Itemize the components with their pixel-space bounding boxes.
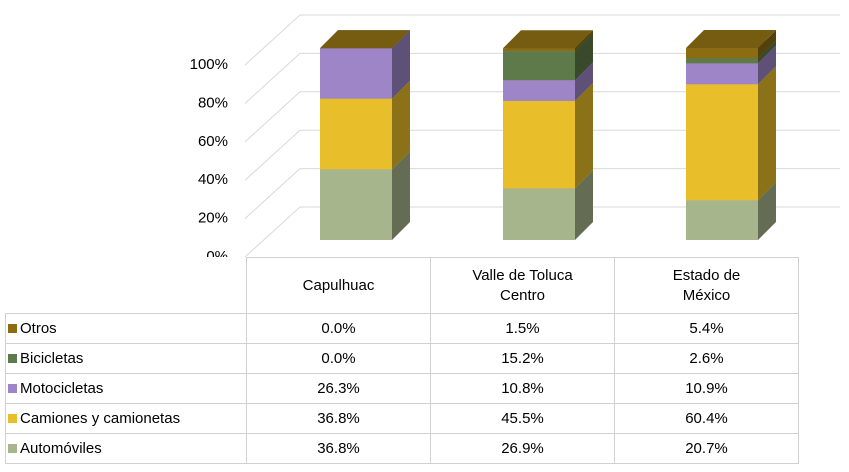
legend-cell: Otros <box>5 313 247 344</box>
bar-segment <box>686 63 758 85</box>
category-label: Valle de Toluca Centro <box>472 266 573 304</box>
bar-segment <box>686 58 758 64</box>
value-label: 60.4% <box>614 403 799 434</box>
bar-segment <box>503 100 575 189</box>
blank-cell <box>6 258 247 314</box>
value-label: 1.5% <box>430 313 615 344</box>
legend-cell: Automóviles <box>5 433 247 464</box>
grid-line <box>244 129 840 181</box>
series-row: Camiones y camionetas 36.8% 45.5% 60.4% <box>5 403 799 434</box>
bar-side <box>575 82 593 189</box>
grid-line <box>244 168 840 219</box>
category-cell: Estado de México <box>614 257 799 314</box>
legend-label: Camiones y camionetas <box>20 410 181 427</box>
chart: 0% 20% 40% 60% 80% 100% <box>190 14 840 257</box>
value-label: 10.8% <box>430 373 615 404</box>
grid-line <box>244 14 840 66</box>
grid-line <box>244 206 840 257</box>
header-row: Capulhuac Valle de Toluca Centro Estado de… <box>6 257 799 314</box>
value-label: 20.7% <box>614 433 799 464</box>
value-label: 36.8% <box>246 433 431 464</box>
value-label: 5.4% <box>614 313 799 344</box>
bar-side <box>575 30 593 52</box>
series-row: Bicicletas 0.0% 15.2% 2.6% <box>5 343 799 374</box>
legend-label: Bicicletas <box>20 350 84 367</box>
grid-line <box>244 91 840 143</box>
value-label: 15.2% <box>430 343 615 374</box>
bar-segment <box>320 98 392 170</box>
legend-cell: Bicicletas <box>5 343 247 374</box>
grid-line <box>244 52 840 104</box>
value-label: 26.9% <box>430 433 615 464</box>
bar-side <box>758 40 776 64</box>
data-table: Capulhuac Valle de Toluca Centro Estado de… <box>5 257 799 464</box>
bar-side <box>392 151 410 240</box>
value-label: 26.3% <box>246 373 431 404</box>
y-tick-label: 100% <box>190 56 228 73</box>
series-row: Otros 0.0% 1.5% 5.4% <box>5 313 799 344</box>
legend-label: Motocicletas <box>20 380 104 397</box>
bar-side <box>575 62 593 101</box>
bar-top <box>686 30 776 48</box>
value-label: 0.0% <box>246 343 431 374</box>
legend-swatch <box>8 384 17 393</box>
bar-side <box>758 30 776 59</box>
bar-side <box>392 80 410 170</box>
bar-top <box>320 30 410 49</box>
legend-swatch <box>8 444 17 453</box>
value-label: 2.6% <box>614 343 799 374</box>
category-cell: Capulhuac <box>246 257 431 314</box>
value-label: 36.8% <box>246 403 431 434</box>
legend-swatch <box>8 324 17 333</box>
bar-segment <box>503 51 575 81</box>
legend-label: Otros <box>20 320 57 337</box>
bar-side <box>758 66 776 201</box>
category-label: Capulhuac <box>302 276 375 294</box>
value-label: 45.5% <box>430 403 615 434</box>
bar-segment <box>686 48 758 59</box>
bar-side <box>758 45 776 85</box>
category-cell: Valle de Toluca Centro <box>430 257 615 314</box>
y-tick-label: 40% <box>198 171 228 188</box>
category-label: Estado de México <box>672 266 741 304</box>
bar-side <box>575 33 593 81</box>
bar-side <box>758 182 776 240</box>
y-tick-label: 80% <box>198 94 228 111</box>
series-row: Automóviles 36.8% 26.9% 20.7% <box>5 433 799 464</box>
y-tick-label: 0% <box>206 248 228 257</box>
bar-top <box>503 30 593 49</box>
bar-segment <box>686 200 758 240</box>
legend-label: Automóviles <box>20 440 102 457</box>
legend-cell: Camiones y camionetas <box>5 403 247 434</box>
bar-segment <box>320 169 392 240</box>
value-label: 0.0% <box>246 313 431 344</box>
y-tick-label: 20% <box>198 210 228 227</box>
value-label: 10.9% <box>614 373 799 404</box>
series-row: Motocicletas 26.3% 10.8% 10.9% <box>5 373 799 404</box>
bar-segment <box>503 188 575 240</box>
bar-segment <box>503 48 575 52</box>
legend-swatch <box>8 354 17 363</box>
bar-side <box>392 30 410 99</box>
bar-segment <box>503 80 575 101</box>
y-tick-label: 60% <box>198 133 228 150</box>
legend-cell: Motocicletas <box>5 373 247 404</box>
bar-segment <box>686 84 758 201</box>
bar-segment <box>320 48 392 99</box>
bar-side <box>575 170 593 240</box>
legend-swatch <box>8 414 17 423</box>
